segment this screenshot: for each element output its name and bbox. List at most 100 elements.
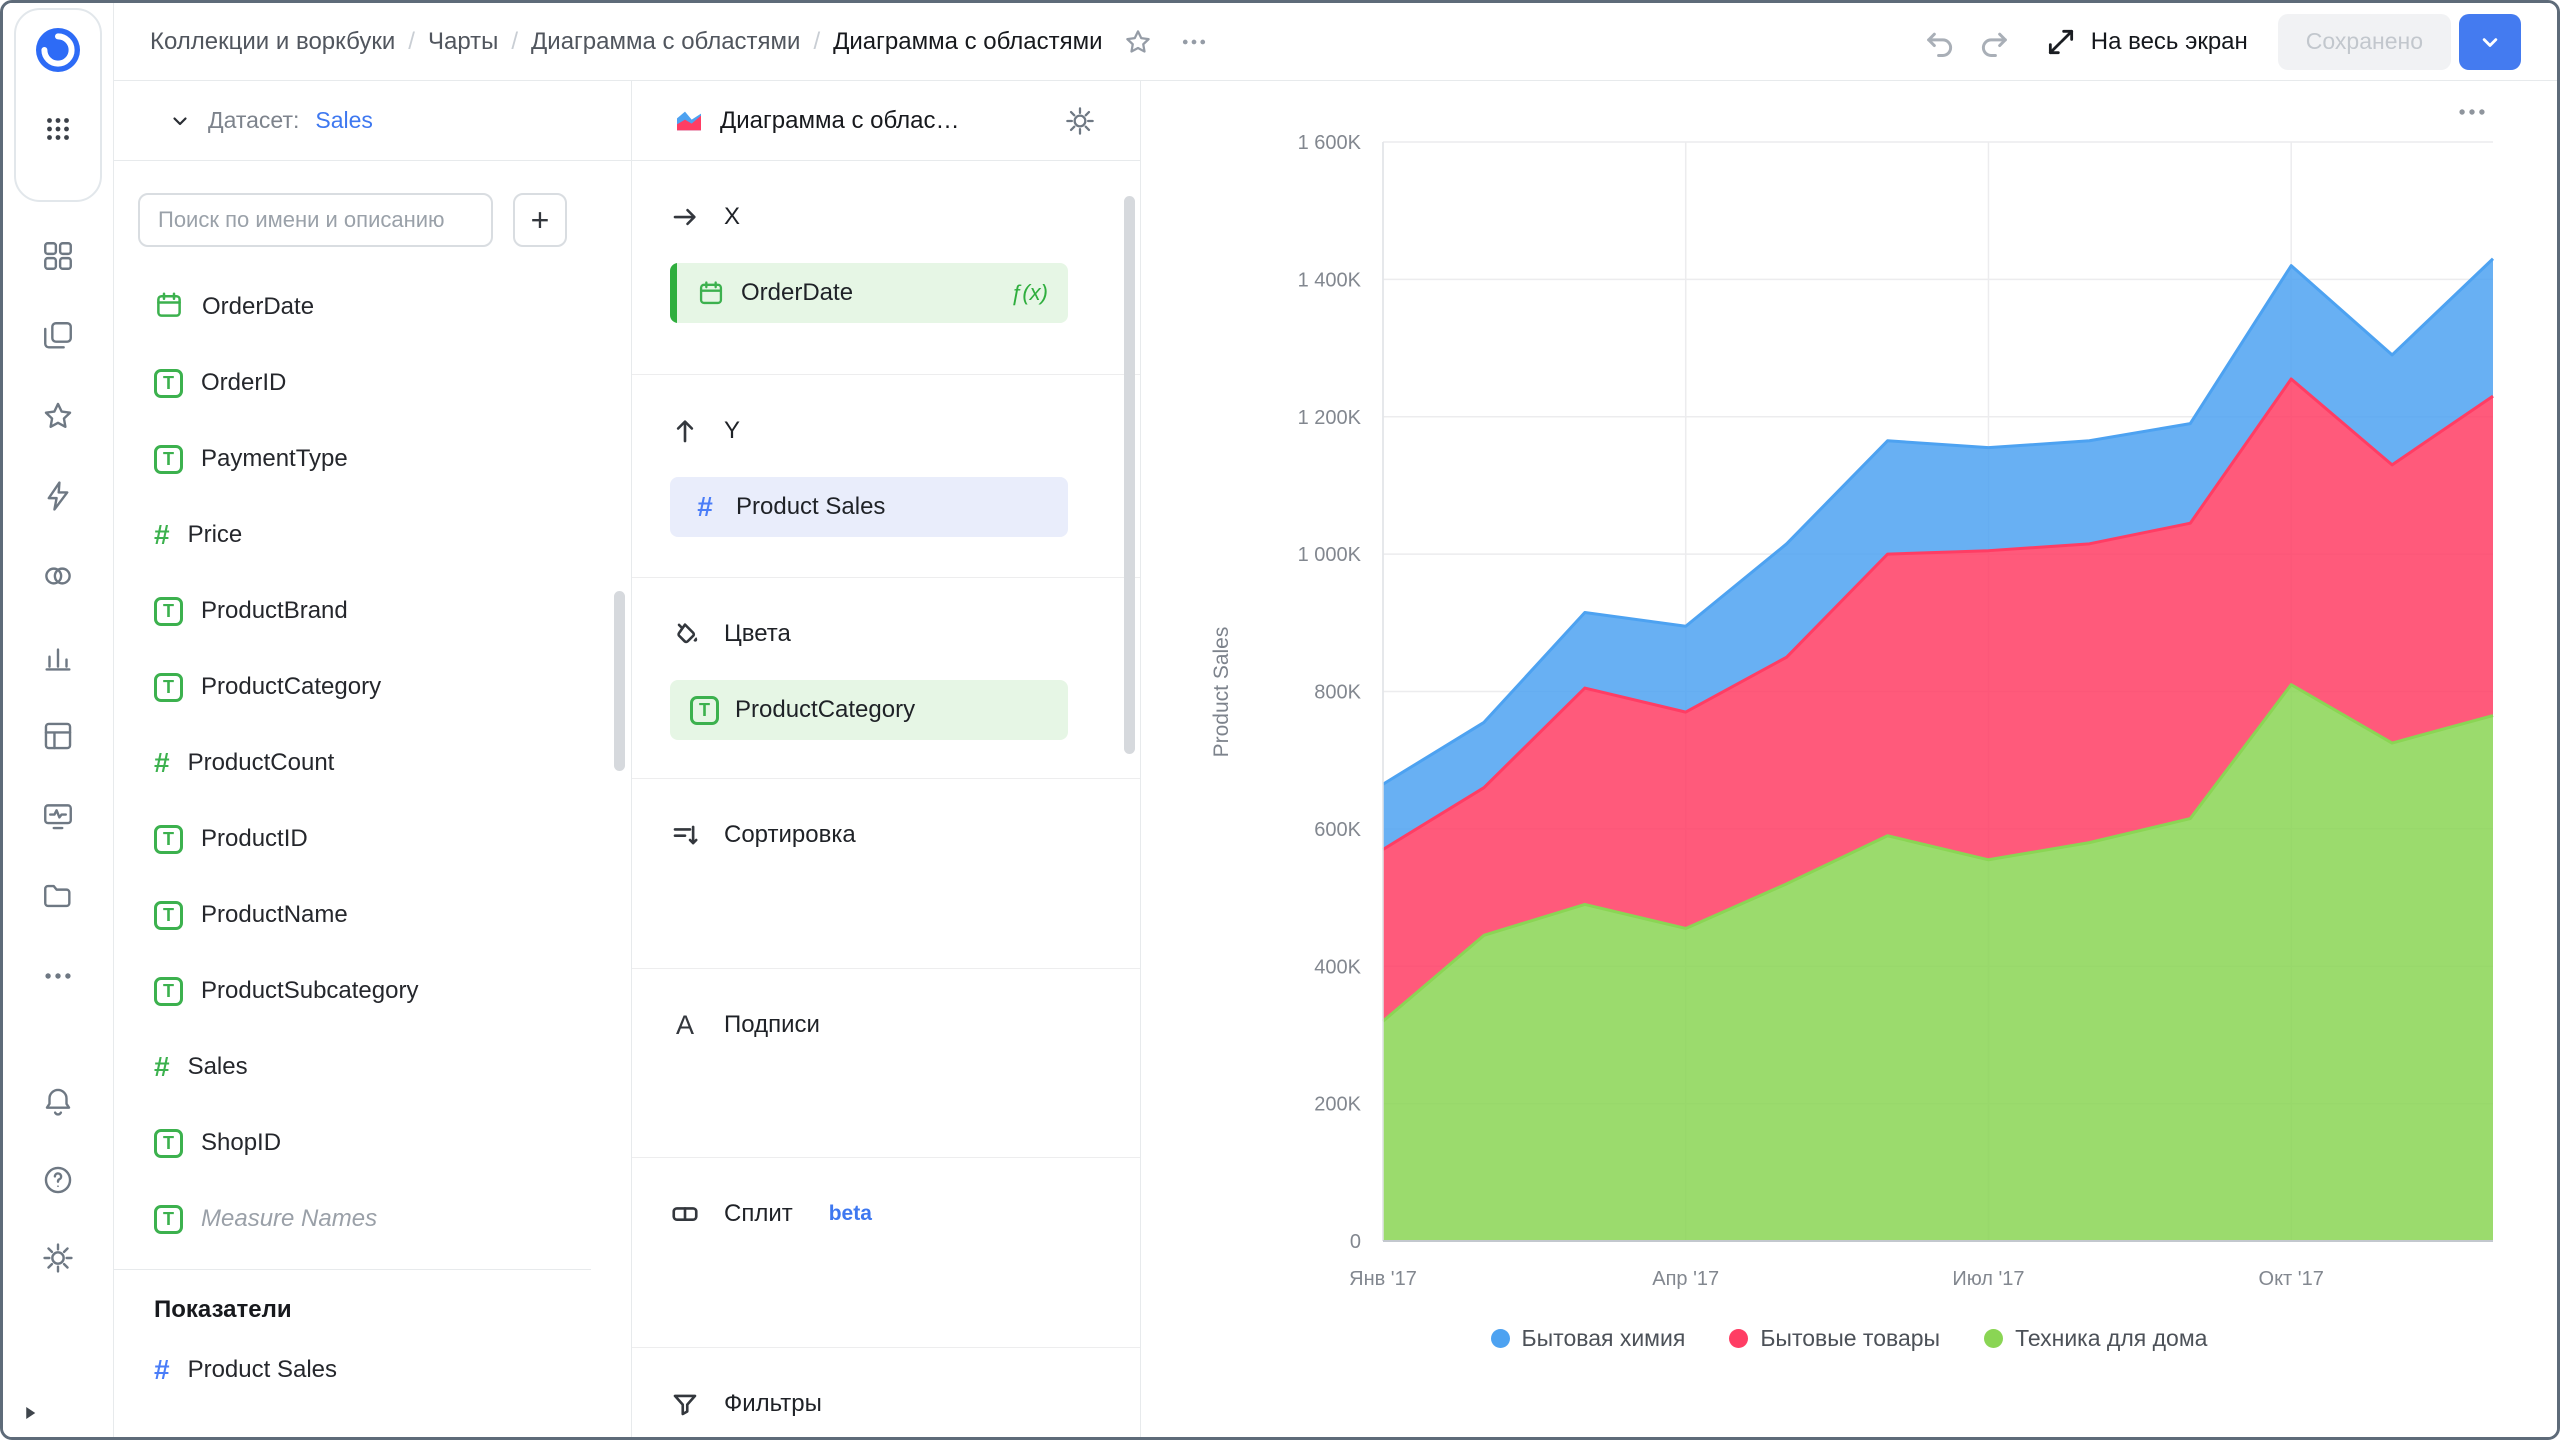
number-field-icon: # (697, 491, 713, 522)
color-field-chip[interactable]: T ProductCategory (670, 680, 1068, 740)
field-type-icon: T (154, 368, 183, 398)
favorite-button[interactable] (1123, 27, 1153, 57)
field-name: Measure Names (201, 1205, 378, 1232)
arrow-up-icon (676, 420, 694, 443)
text-field-icon: T (154, 900, 183, 930)
number-field-icon: # (154, 1051, 170, 1082)
service-switcher[interactable] (14, 8, 102, 202)
star-icon (1125, 29, 1150, 53)
redo-button[interactable] (1977, 25, 2011, 59)
section-labels-label: Подписи (724, 1011, 820, 1038)
chart-settings-button[interactable] (1064, 105, 1096, 137)
x-field-chip[interactable]: OrderDate ƒ(x) (670, 263, 1068, 323)
chart-type-title[interactable]: Диаграмма с областями (720, 106, 960, 134)
breadcrumb-item[interactable]: Чарты (427, 27, 499, 55)
collections-nav-item[interactable] (36, 239, 80, 273)
field-row[interactable]: T Measure Names (114, 1181, 631, 1257)
field-type-icon: T (154, 900, 183, 930)
rings-icon (45, 567, 71, 585)
field-row[interactable]: T ProductBrand (114, 573, 631, 649)
field-row[interactable]: T ProductName (114, 877, 631, 953)
field-row[interactable]: T PaymentType (114, 421, 631, 497)
favorites-nav-item[interactable] (36, 399, 80, 433)
text-field-icon: T (154, 1128, 183, 1158)
chevron-down-icon (173, 116, 187, 125)
dataset-name-link[interactable]: Sales (315, 107, 373, 133)
dataset-scrollbar[interactable] (614, 591, 625, 771)
text-field-icon: T (154, 824, 183, 854)
x-field-name: OrderDate (741, 279, 854, 306)
notifications-button[interactable] (36, 1085, 80, 1119)
legend-item[interactable]: Техника для дома (1984, 1325, 2207, 1352)
field-row[interactable]: T ShopID (114, 1105, 631, 1181)
dataset-header[interactable]: Датасет: Sales (114, 81, 631, 161)
svg-text:1 600K: 1 600K (1298, 132, 1362, 154)
split-icon (672, 1207, 698, 1221)
area-chart[interactable]: 0 200K 400K 600K 800K 1 000K 1 200K 1 400K 1 600… (1141, 81, 2560, 1440)
filter-icon (673, 1394, 697, 1416)
rail-nav (3, 239, 113, 993)
monitor-icon (44, 804, 72, 830)
text-field-icon: T (154, 1204, 183, 1234)
config-scrollbar[interactable] (1124, 196, 1135, 754)
redo-icon (1981, 32, 2007, 57)
section-labels-header: A Подписи (670, 995, 1102, 1055)
svg-text:Янв '17: Янв '17 (1349, 1268, 1417, 1290)
field-name: ProductID (201, 825, 308, 852)
legend-item[interactable]: Бытовая химия (1490, 1325, 1685, 1352)
legend-item[interactable]: Бытовые товары (1729, 1325, 1940, 1352)
breadcrumb-item[interactable]: Коллекции и воркбуки (150, 27, 396, 55)
gear-icon (1066, 106, 1094, 135)
formula-icon[interactable]: ƒ(x) (1010, 280, 1048, 305)
dataset-label: Датасет: (208, 107, 300, 133)
section-filters-header: Фильтры (670, 1374, 1102, 1434)
field-type-icon: T (154, 444, 183, 474)
add-field-button[interactable]: + (513, 193, 567, 247)
area-chart-icon[interactable] (673, 105, 705, 137)
field-row[interactable]: # ProductCount (114, 725, 631, 801)
legend-dot (1984, 1329, 2004, 1348)
connections-nav-item[interactable] (36, 559, 80, 593)
field-row[interactable]: # Price (114, 497, 631, 573)
undo-button[interactable] (1923, 25, 1957, 59)
breadcrumb-separator: / (511, 27, 519, 55)
help-button[interactable] (36, 1163, 80, 1197)
number-field-icon: # (154, 519, 170, 550)
beta-badge: beta (828, 1202, 872, 1225)
field-row[interactable]: T OrderID (114, 345, 631, 421)
apps-grid-icon[interactable] (41, 112, 75, 146)
fullscreen-button[interactable]: На весь экран (2045, 26, 2248, 58)
more-nav-item[interactable] (36, 959, 80, 993)
labels-icon: A (675, 1009, 694, 1040)
editor-nav-item[interactable] (36, 479, 80, 513)
field-row[interactable]: T ProductCategory (114, 649, 631, 725)
save-menu-button[interactable] (2459, 13, 2521, 70)
chart-menu-button[interactable] (2455, 95, 2489, 129)
y-field-chip[interactable]: # Product Sales (670, 477, 1068, 537)
number-field-icon: # (154, 1354, 170, 1385)
field-row[interactable]: T ProductID (114, 801, 631, 877)
collapse-panel-button[interactable] (21, 1404, 39, 1427)
panel-divider (114, 1269, 591, 1270)
field-row[interactable]: # Sales (114, 1029, 631, 1105)
field-name: Sales (187, 1053, 248, 1080)
field-row[interactable]: # Product Sales (114, 1332, 631, 1408)
workbooks-nav-item[interactable] (36, 319, 80, 353)
saved-button[interactable]: Сохранено (2277, 13, 2451, 70)
field-type-icon: # (154, 1354, 170, 1386)
field-row[interactable]: T ProductSubcategory (114, 953, 631, 1029)
storage-nav-item[interactable] (36, 879, 80, 913)
monitoring-nav-item[interactable] (36, 799, 80, 833)
star-icon (44, 402, 72, 428)
settings-button[interactable] (36, 1241, 80, 1275)
charts-nav-item[interactable] (36, 639, 80, 673)
breadcrumb-item[interactable]: Диаграмма с областями (531, 27, 801, 55)
field-search-input[interactable] (138, 193, 493, 247)
field-row[interactable]: OrderDate (114, 269, 631, 345)
help-icon (44, 1166, 72, 1194)
table-icon (44, 722, 72, 750)
more-actions-button[interactable] (1179, 27, 1209, 57)
rail-bottom (3, 1085, 113, 1275)
datasets-nav-item[interactable] (36, 719, 80, 753)
